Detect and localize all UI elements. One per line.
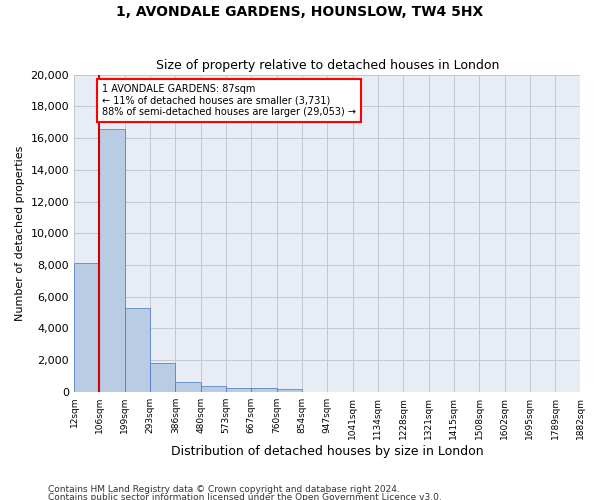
Text: 1 AVONDALE GARDENS: 87sqm
← 11% of detached houses are smaller (3,731)
88% of se: 1 AVONDALE GARDENS: 87sqm ← 11% of detac… (102, 84, 356, 117)
Bar (175, 382, 200, 392)
Text: Contains HM Land Registry data © Crown copyright and database right 2024.: Contains HM Land Registry data © Crown c… (48, 486, 400, 494)
Bar (226, 388, 251, 392)
Bar (74, 264, 100, 392)
Bar (100, 128, 125, 392)
Title: Size of property relative to detached houses in London: Size of property relative to detached ho… (155, 59, 499, 72)
Bar (150, 362, 175, 392)
Bar (200, 386, 226, 392)
Text: 1, AVONDALE GARDENS, HOUNSLOW, TW4 5HX: 1, AVONDALE GARDENS, HOUNSLOW, TW4 5HX (116, 5, 484, 19)
Y-axis label: Number of detached properties: Number of detached properties (15, 146, 25, 321)
Bar (277, 389, 302, 392)
X-axis label: Distribution of detached houses by size in London: Distribution of detached houses by size … (171, 444, 484, 458)
Bar (251, 388, 277, 392)
Bar (125, 308, 150, 392)
Text: Contains public sector information licensed under the Open Government Licence v3: Contains public sector information licen… (48, 492, 442, 500)
